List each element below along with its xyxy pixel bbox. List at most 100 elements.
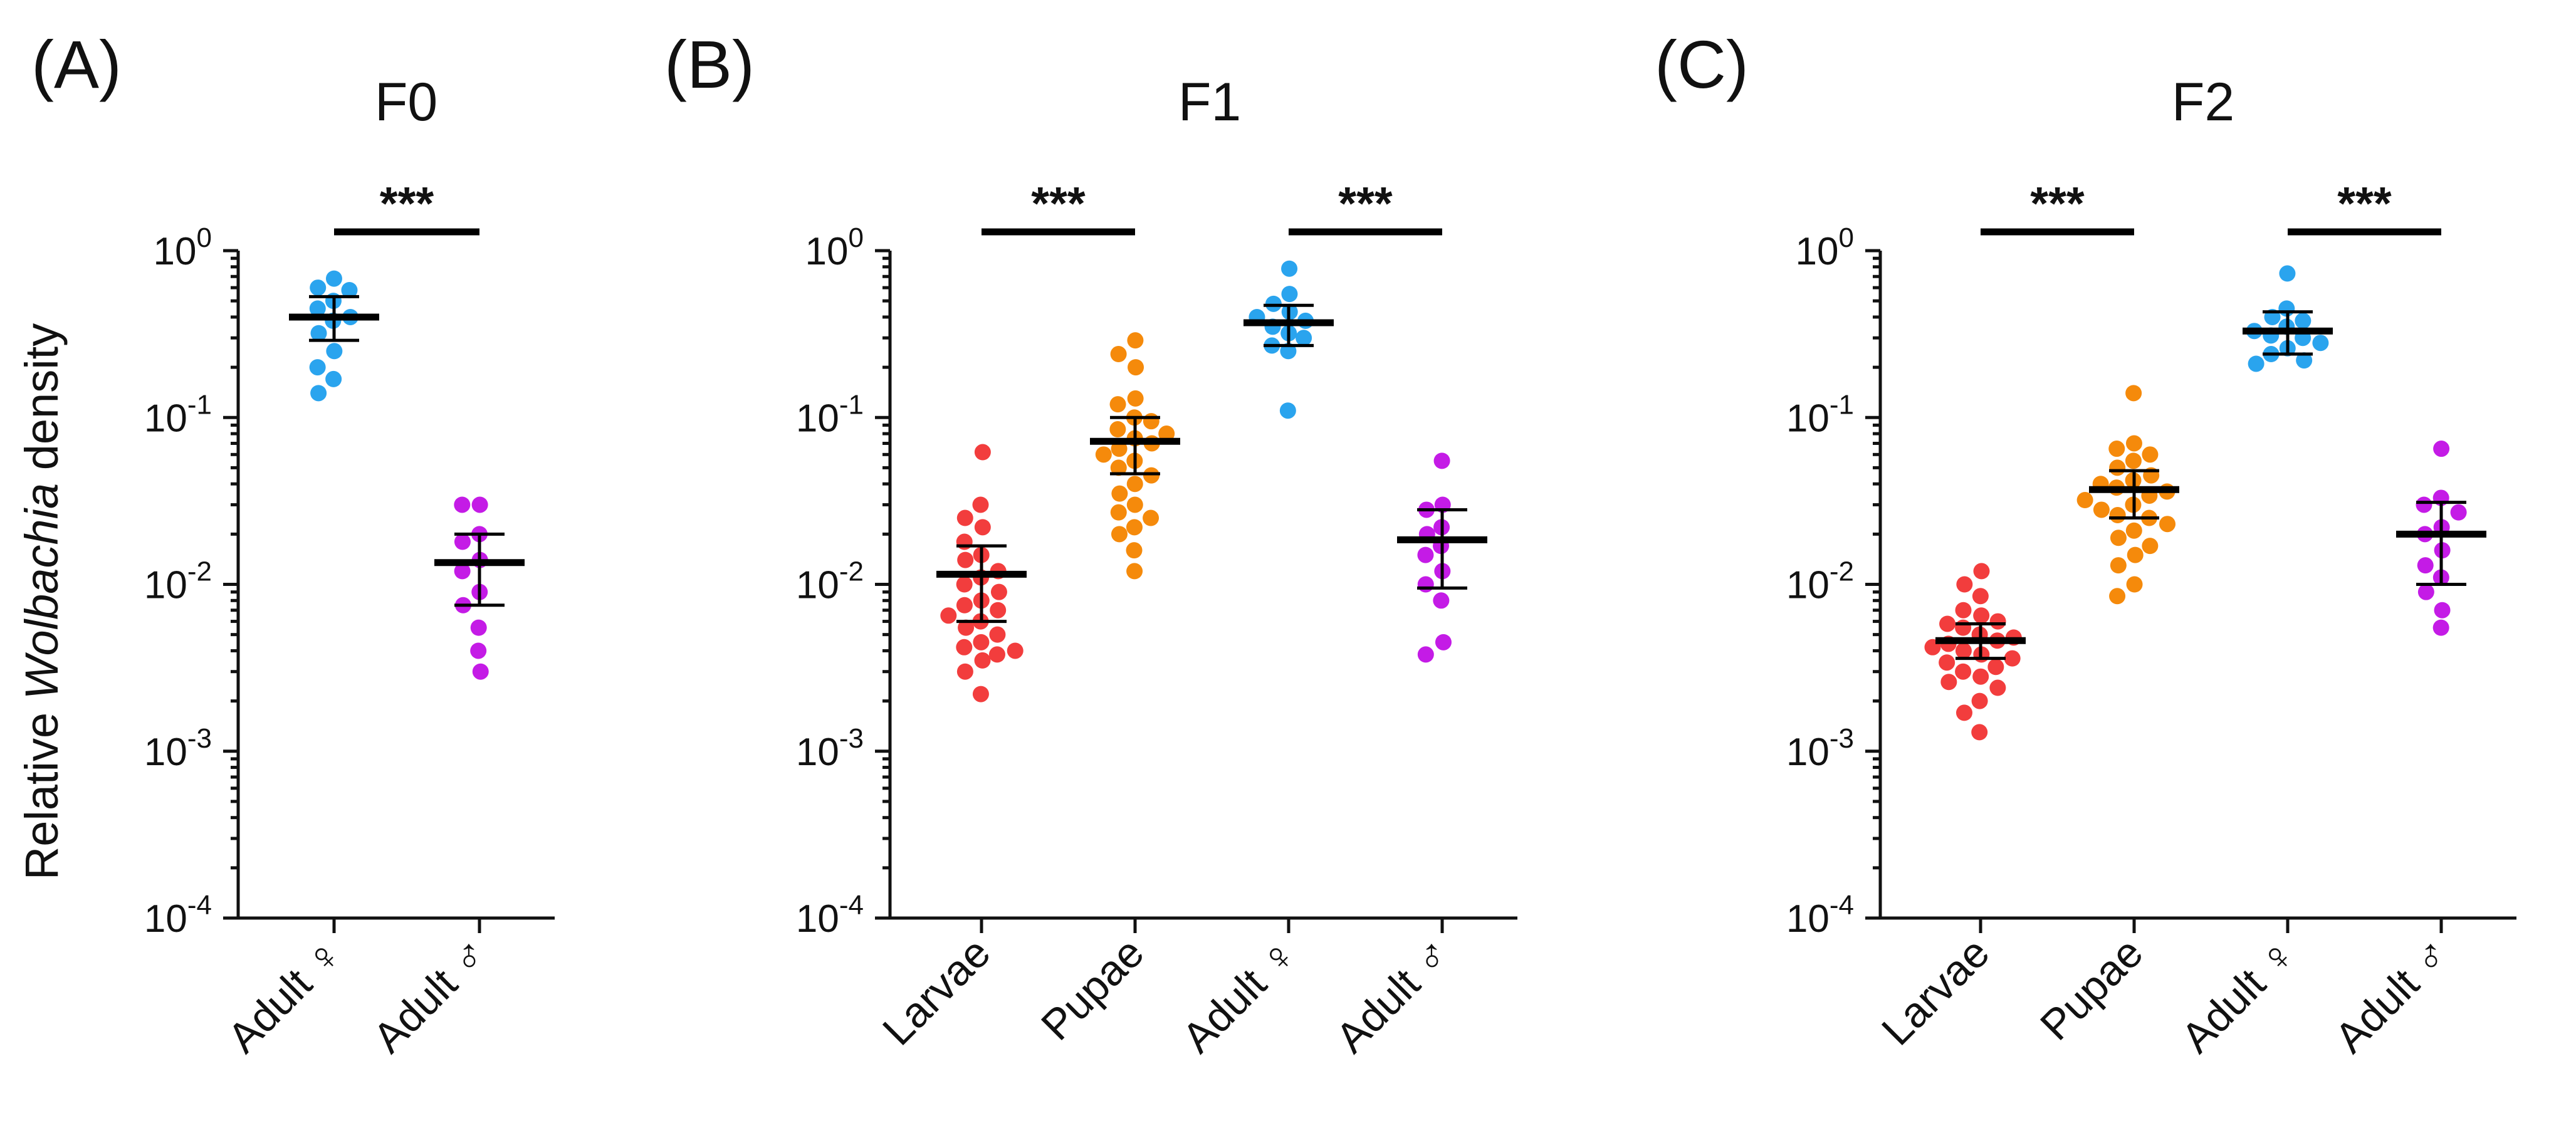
x-tick-label: Larvae xyxy=(874,929,1000,1055)
data-point xyxy=(1971,724,1988,741)
data-point xyxy=(956,663,973,680)
data-point xyxy=(2312,335,2329,352)
data-point xyxy=(1972,668,1989,685)
data-point xyxy=(2125,385,2142,402)
data-point xyxy=(1126,496,1143,513)
data-point xyxy=(454,563,471,580)
data-point xyxy=(1939,654,1956,671)
data-point xyxy=(2142,446,2159,463)
y-tick-label: 10-3 xyxy=(796,723,864,774)
data-point xyxy=(2125,435,2142,452)
data-point xyxy=(310,279,327,296)
data-point xyxy=(2110,530,2127,546)
data-point xyxy=(2109,459,2126,476)
panel-c-label: (C) xyxy=(1655,26,1749,102)
x-tick-label: Pupae xyxy=(2031,929,2152,1050)
data-point xyxy=(990,602,1007,619)
y-tick-base: 10 xyxy=(796,731,839,774)
data-point xyxy=(2248,355,2264,372)
y-axis-label-italic: Wolbachia xyxy=(16,483,68,700)
data-point xyxy=(2159,516,2176,533)
data-point xyxy=(472,663,489,680)
data-point xyxy=(1987,659,2004,676)
data-point xyxy=(1417,546,1434,563)
data-point xyxy=(1281,260,1298,277)
data-point xyxy=(2296,352,2313,369)
data-point xyxy=(1433,452,1450,469)
data-point xyxy=(2295,312,2312,329)
y-tick-label: 10-4 xyxy=(796,890,864,941)
y-tick-base: 10 xyxy=(1786,897,1830,941)
y-tick-base: 10 xyxy=(144,564,187,607)
data-point xyxy=(956,639,973,655)
data-point xyxy=(470,642,487,659)
data-point xyxy=(1007,642,1024,659)
y-tick-exponent: -4 xyxy=(187,890,212,921)
data-point xyxy=(1281,286,1298,303)
data-point xyxy=(2076,492,2093,509)
y-tick-exponent: 0 xyxy=(1839,222,1854,253)
data-point xyxy=(2417,557,2434,574)
y-tick-base: 10 xyxy=(154,230,197,273)
data-point xyxy=(2125,522,2142,539)
panel-a-title: F0 xyxy=(375,72,437,132)
data-point xyxy=(1126,519,1143,536)
data-point xyxy=(2433,441,2450,457)
panel-c-title: F2 xyxy=(2172,72,2234,132)
data-point xyxy=(974,519,991,536)
y-tick-exponent: -4 xyxy=(1830,890,1854,921)
data-point xyxy=(1143,509,1160,526)
y-tick-exponent: -3 xyxy=(187,723,212,754)
y-tick-exponent: -1 xyxy=(1830,389,1854,420)
panel-a-label: (A) xyxy=(31,26,122,102)
data-point xyxy=(2108,441,2125,457)
data-point xyxy=(1417,576,1434,593)
data-point xyxy=(2093,501,2110,518)
x-tick-label: Adult ♀ xyxy=(1173,929,1307,1062)
y-tick-label: 10-3 xyxy=(144,723,212,774)
data-point xyxy=(1158,426,1175,442)
data-point xyxy=(1955,642,1972,659)
x-tick-label: Adult ♂ xyxy=(1327,929,1460,1062)
data-point xyxy=(1939,615,1956,632)
y-tick-label: 10-4 xyxy=(144,890,212,941)
x-tick-label: Pupae xyxy=(1032,929,1153,1050)
y-tick-label: 10-3 xyxy=(1786,723,1854,774)
data-point xyxy=(2432,619,2449,636)
data-point xyxy=(1095,446,1112,463)
y-tick-exponent: -2 xyxy=(187,556,212,587)
data-point xyxy=(1143,413,1160,430)
data-point xyxy=(454,533,471,550)
y-axis-label-suffix: density xyxy=(16,323,68,483)
y-tick-base: 10 xyxy=(796,397,839,440)
data-point xyxy=(454,496,471,513)
significance-label: *** xyxy=(1338,177,1393,229)
data-point xyxy=(1110,504,1127,521)
data-point xyxy=(1973,607,1990,624)
data-point xyxy=(1955,602,1972,619)
y-axis-label: Relative Wolbachia density xyxy=(16,323,68,880)
data-point xyxy=(956,597,973,613)
data-point xyxy=(1940,674,1957,691)
panel-b-title: F1 xyxy=(1178,72,1241,132)
y-tick-label: 10-2 xyxy=(144,556,212,607)
data-point xyxy=(973,634,990,650)
x-tick-label: Adult ♂ xyxy=(364,929,498,1062)
data-point xyxy=(1296,330,1312,347)
y-tick-label: 10-2 xyxy=(1786,556,1854,607)
data-point xyxy=(1279,402,1296,419)
y-tick-exponent: -3 xyxy=(839,723,864,754)
data-point xyxy=(309,359,326,376)
data-point xyxy=(1110,346,1127,363)
y-tick-exponent: -3 xyxy=(1830,723,1854,754)
data-point xyxy=(958,619,975,636)
data-point xyxy=(2417,583,2434,600)
data-point xyxy=(1128,359,1144,376)
data-point xyxy=(988,646,1005,663)
data-point xyxy=(1109,421,1126,438)
significance-label: *** xyxy=(2337,177,2392,229)
